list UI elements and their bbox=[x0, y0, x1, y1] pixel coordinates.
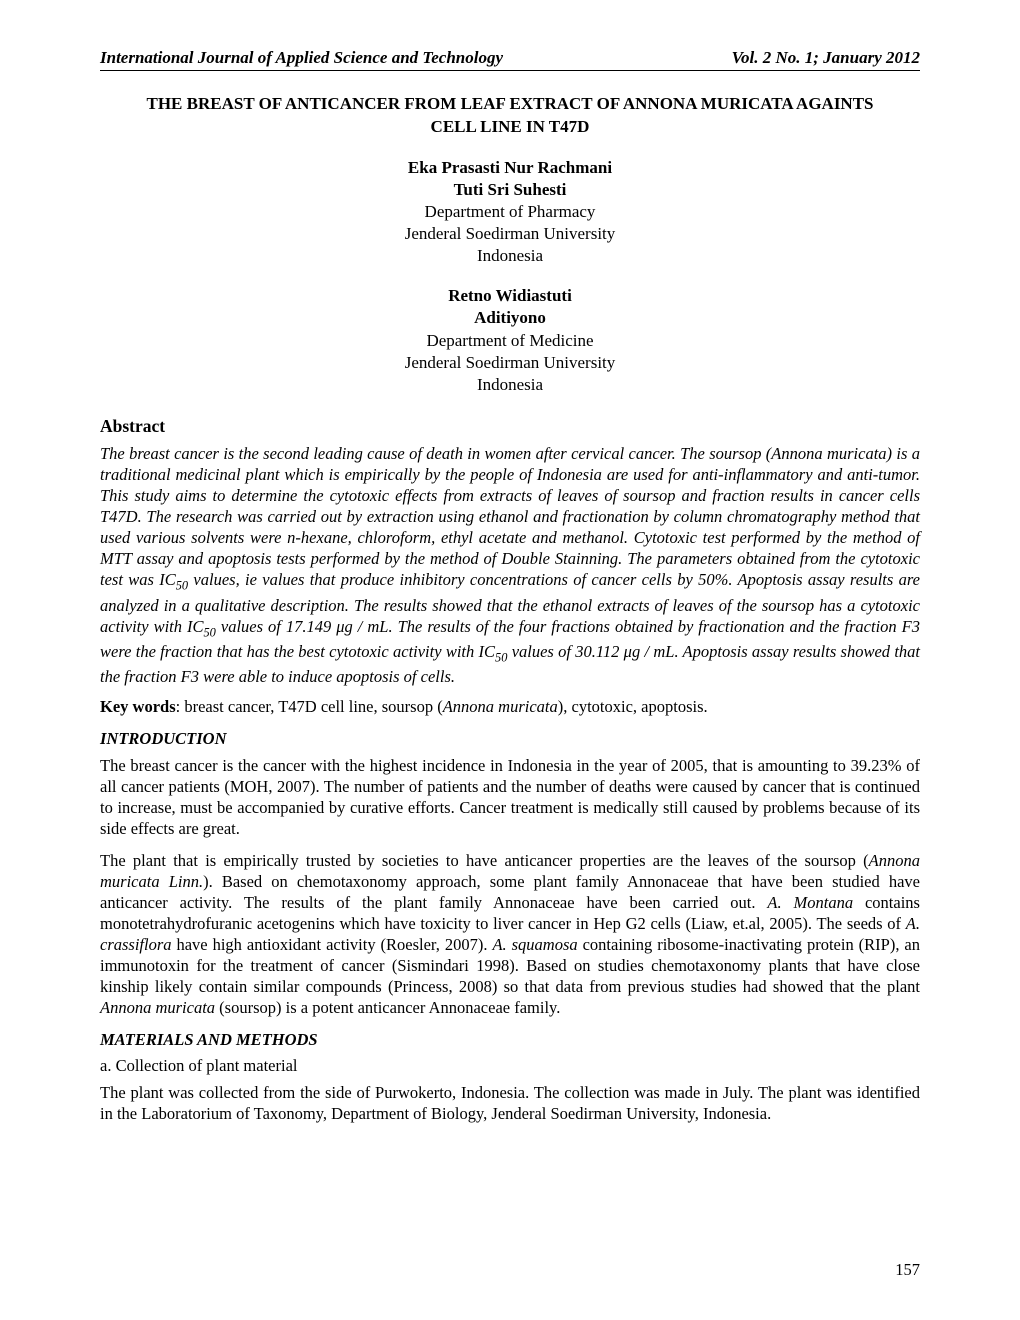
intro-paragraph-2: The plant that is empirically trusted by… bbox=[100, 850, 920, 1019]
abstract-part: The breast cancer is the second leading … bbox=[100, 444, 920, 590]
author-uni: Jenderal Soedirman University bbox=[405, 224, 616, 243]
intro-text: The plant that is empirically trusted by… bbox=[100, 851, 869, 870]
journal-name: International Journal of Applied Science… bbox=[100, 48, 503, 68]
introduction-heading: INTRODUCTION bbox=[100, 729, 920, 749]
author-country: Indonesia bbox=[477, 375, 543, 394]
keywords-text: ), cytotoxic, apoptosis. bbox=[558, 697, 708, 716]
author-name: Retno Widiastuti bbox=[448, 286, 572, 305]
author-name: Eka Prasasti Nur Rachmani bbox=[408, 158, 612, 177]
ic50-sub: 50 bbox=[204, 625, 216, 639]
author-dept: Department of Medicine bbox=[426, 331, 593, 350]
authors-block-1: Eka Prasasti Nur Rachmani Tuti Sri Suhes… bbox=[100, 157, 920, 267]
intro-paragraph-1: The breast cancer is the cancer with the… bbox=[100, 755, 920, 839]
intro-text: have high antioxidant activity (Roesler,… bbox=[172, 935, 493, 954]
abstract-heading: Abstract bbox=[100, 416, 920, 437]
species-name: Annona muricata bbox=[100, 998, 215, 1017]
abstract-text: The breast cancer is the second leading … bbox=[100, 443, 920, 687]
page-number: 157 bbox=[895, 1260, 920, 1280]
methods-heading: MATERIALS AND METHODS bbox=[100, 1030, 920, 1050]
species-name: A. squamosa bbox=[492, 935, 577, 954]
author-name: Tuti Sri Suhesti bbox=[454, 180, 567, 199]
methods-paragraph-1: The plant was collected from the side of… bbox=[100, 1082, 920, 1124]
running-header: International Journal of Applied Science… bbox=[100, 48, 920, 71]
ic50-sub: 50 bbox=[495, 650, 507, 664]
author-name: Aditiyono bbox=[474, 308, 546, 327]
title-line-2: CELL LINE IN T47D bbox=[431, 117, 590, 136]
title-line-1: THE BREAST OF ANTICANCER FROM LEAF EXTRA… bbox=[147, 94, 874, 113]
keywords-text: breast cancer, T47D cell line, soursop ( bbox=[184, 697, 442, 716]
methods-subsection-a: a. Collection of plant material bbox=[100, 1056, 920, 1076]
paper-title: THE BREAST OF ANTICANCER FROM LEAF EXTRA… bbox=[100, 93, 920, 139]
author-uni: Jenderal Soedirman University bbox=[405, 353, 616, 372]
authors-block-2: Retno Widiastuti Aditiyono Department of… bbox=[100, 285, 920, 395]
species-name: A. Montana bbox=[767, 893, 853, 912]
keywords-label: Key words bbox=[100, 697, 176, 716]
issue-info: Vol. 2 No. 1; January 2012 bbox=[732, 48, 920, 68]
author-country: Indonesia bbox=[477, 246, 543, 265]
keywords-italic: Annona muricata bbox=[443, 697, 558, 716]
ic50-sub: 50 bbox=[176, 579, 188, 593]
intro-text: (soursop) is a potent anticancer Annonac… bbox=[215, 998, 560, 1017]
author-dept: Department of Pharmacy bbox=[425, 202, 596, 221]
keywords: Key words: breast cancer, T47D cell line… bbox=[100, 697, 920, 717]
